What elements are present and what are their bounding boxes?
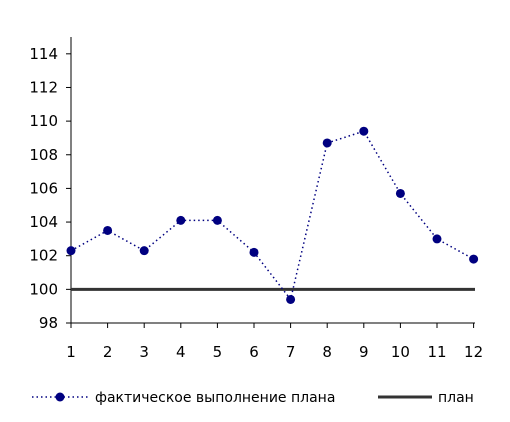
legend: фактическое выполнение плана план — [32, 390, 474, 406]
series-actual — [66, 126, 479, 304]
y-tick-label: 102 — [29, 247, 58, 265]
y-tick-label: 114 — [29, 45, 58, 63]
actual-point — [359, 126, 369, 136]
y-tick-label: 98 — [39, 314, 58, 332]
x-tick-label: 7 — [286, 343, 296, 361]
legend-swatch-actual-marker — [55, 392, 65, 402]
y-tick-label: 100 — [29, 280, 58, 298]
x-tick-label: 5 — [213, 343, 223, 361]
x-tick-label: 2 — [103, 343, 113, 361]
x-tick-label: 3 — [139, 343, 149, 361]
x-tick-label: 6 — [249, 343, 259, 361]
actual-point — [249, 247, 259, 257]
x-tick-label: 12 — [464, 343, 483, 361]
legend-label-plan: план — [438, 390, 474, 406]
y-tick-label: 108 — [29, 146, 58, 164]
actual-point — [66, 246, 76, 256]
legend-label-actual: фактическое выполнение плана — [95, 390, 335, 406]
x-tick-label: 4 — [176, 343, 186, 361]
y-tick-label: 112 — [29, 78, 58, 96]
x-tick-label: 11 — [427, 343, 446, 361]
actual-point — [286, 294, 296, 304]
actual-point — [432, 234, 442, 244]
x-tick-label: 1 — [66, 343, 76, 361]
actual-point — [395, 188, 405, 198]
y-tick-label: 106 — [29, 179, 58, 197]
actual-point — [103, 225, 113, 235]
actual-point — [469, 254, 479, 264]
actual-point — [212, 215, 222, 225]
x-axis-ticks: 1 2 3 4 5 6 7 8 9 10 11 12 — [66, 323, 483, 361]
chart-axes — [70, 37, 475, 324]
actual-point — [322, 138, 332, 148]
actual-point — [176, 215, 186, 225]
x-tick-label: 8 — [322, 343, 332, 361]
actual-line — [70, 130, 474, 302]
y-tick-label: 104 — [29, 213, 58, 231]
x-tick-label: 9 — [359, 343, 369, 361]
actual-point — [139, 246, 149, 256]
y-axis-ticks: 98 100 102 104 106 108 110 112 114 — [29, 45, 71, 332]
y-tick-label: 110 — [29, 112, 58, 130]
x-tick-label: 10 — [391, 343, 410, 361]
